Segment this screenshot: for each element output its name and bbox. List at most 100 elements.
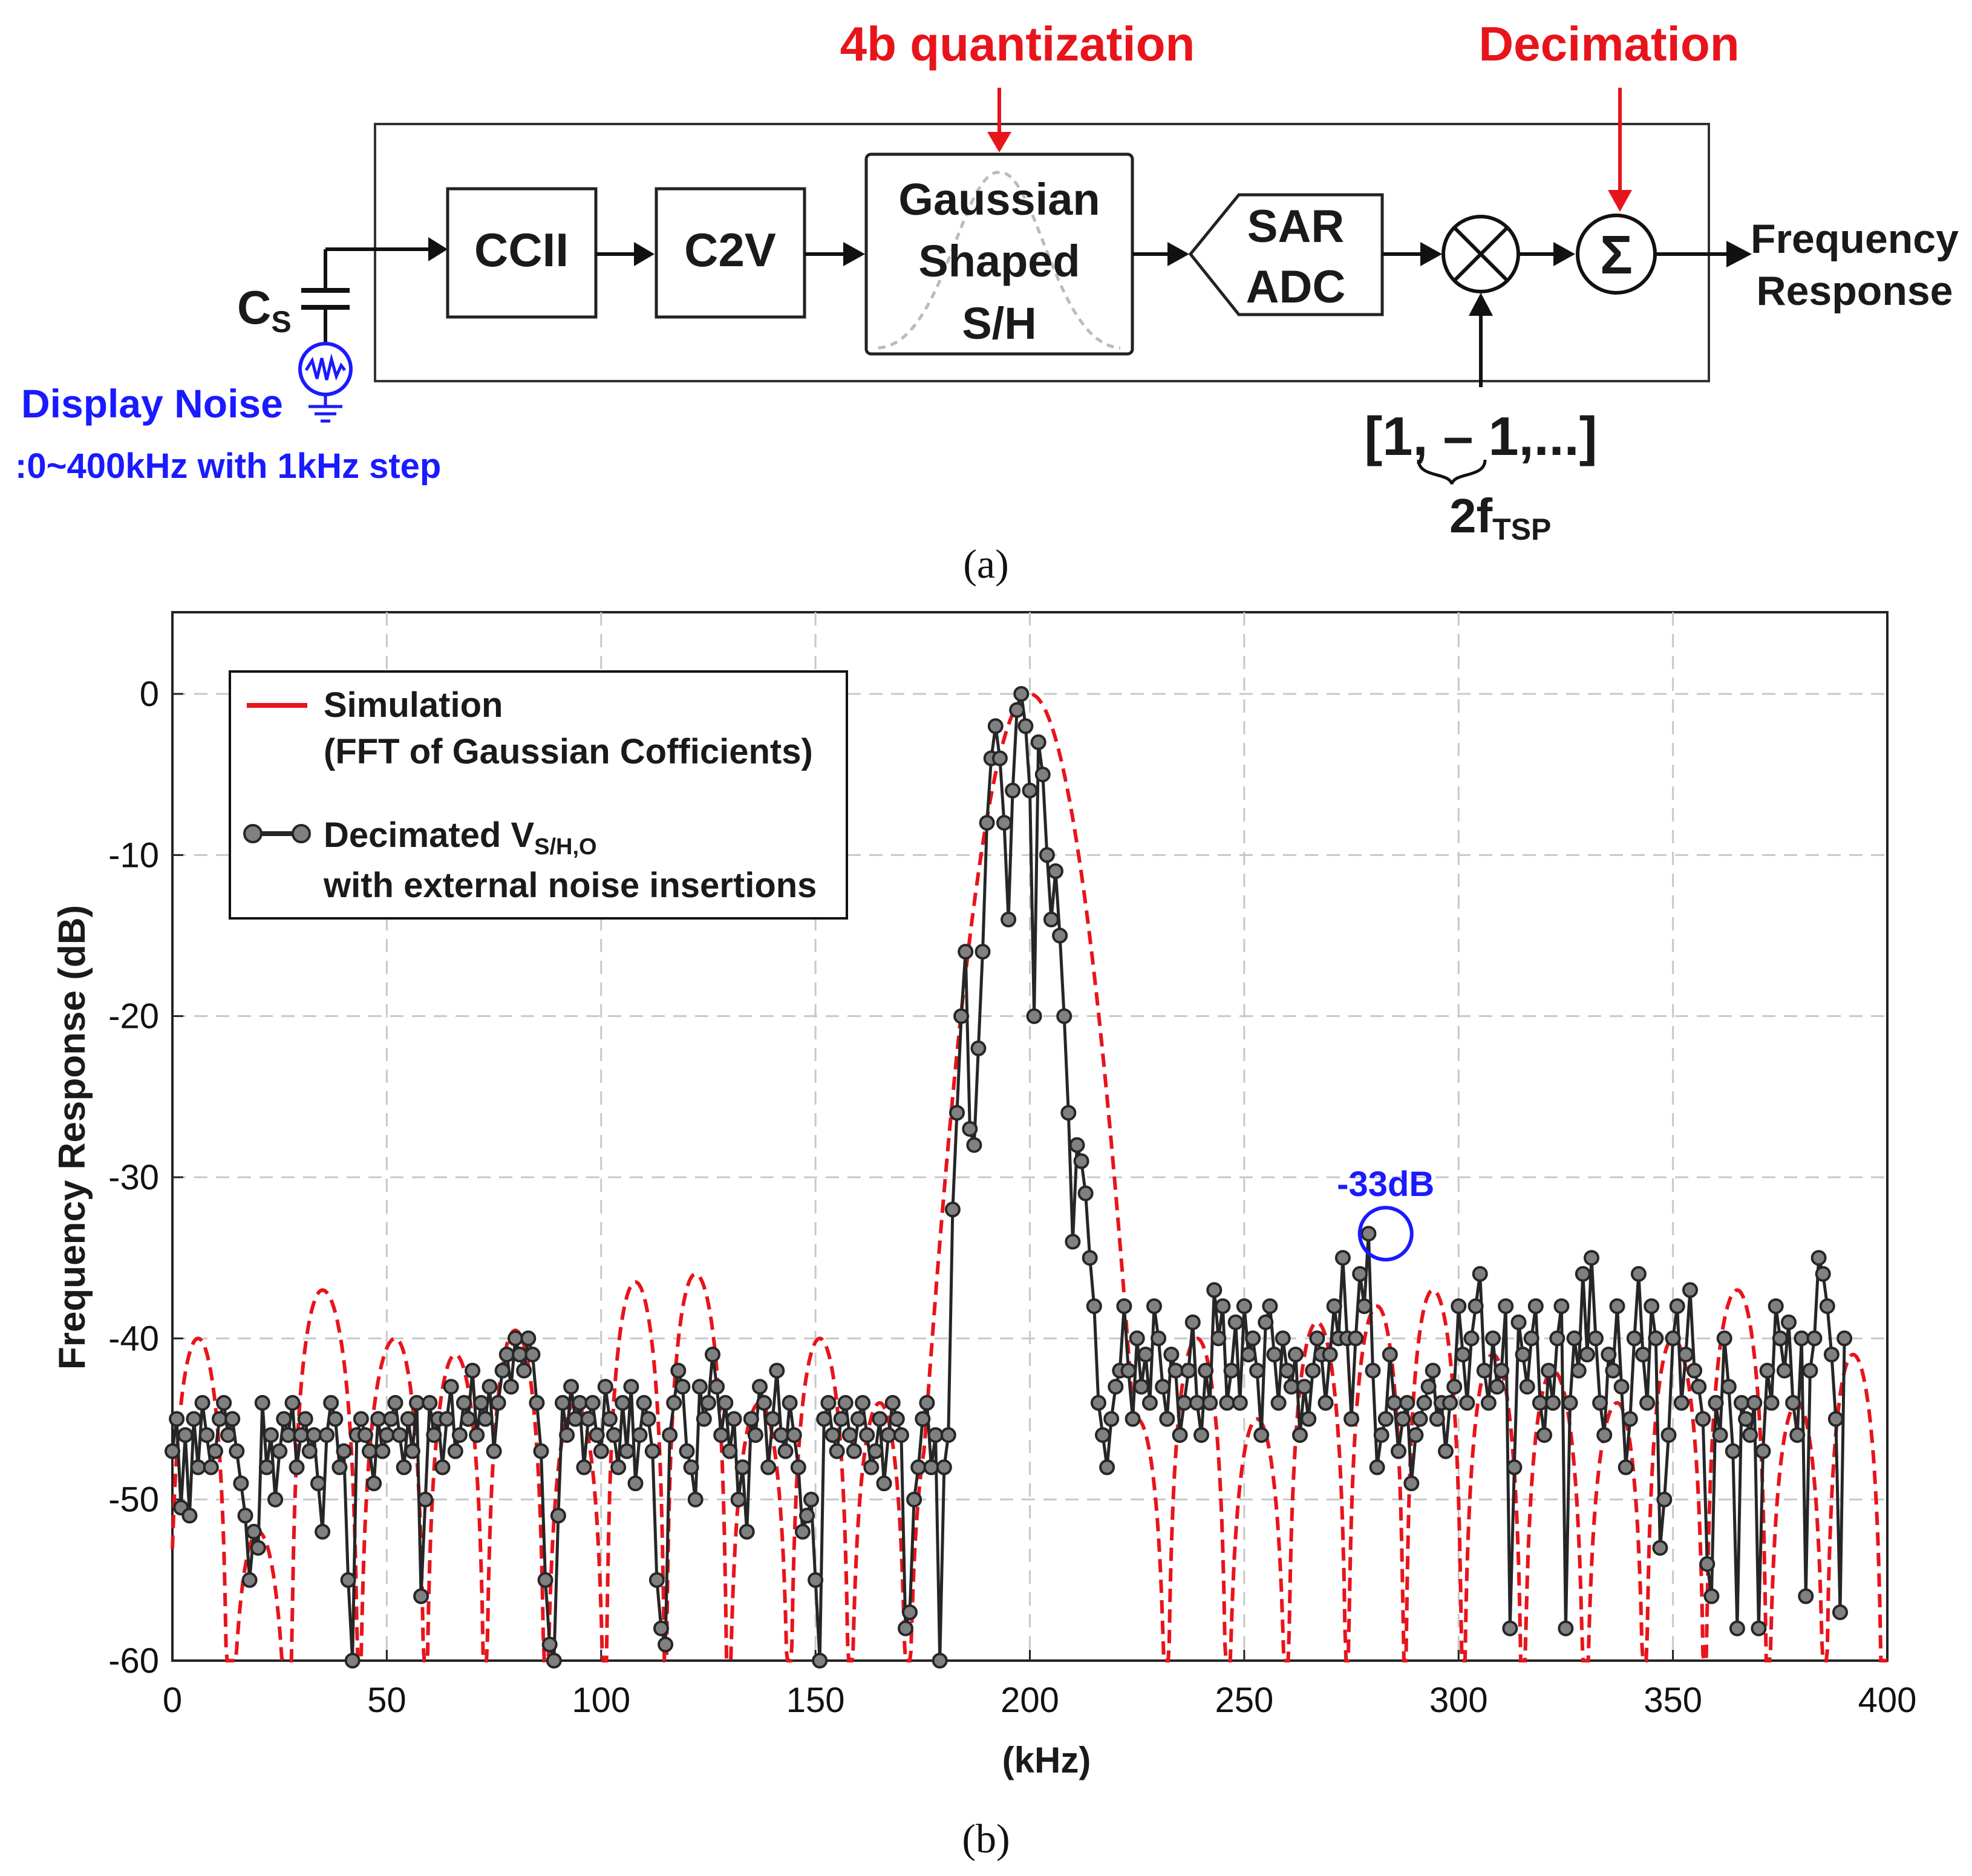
measured-point bbox=[396, 1459, 412, 1476]
x-tick-label: 250 bbox=[1215, 1681, 1273, 1720]
measured-point bbox=[473, 1394, 489, 1411]
measured-point bbox=[1334, 1250, 1351, 1266]
measured-point bbox=[1022, 782, 1038, 799]
measured-point bbox=[289, 1459, 305, 1476]
measured-point bbox=[353, 1411, 369, 1427]
mixer-freq-label: 2fTSP bbox=[1449, 489, 1551, 546]
measured-point bbox=[1133, 1379, 1149, 1395]
arrow-input bbox=[428, 237, 448, 261]
measured-point bbox=[1716, 1330, 1732, 1347]
cs-label: CS bbox=[237, 281, 292, 339]
mixer-sequence: [1, – 1,...] bbox=[1364, 407, 1597, 467]
measured-point bbox=[254, 1394, 270, 1411]
measured-point bbox=[790, 1459, 806, 1476]
measured-point bbox=[1622, 1411, 1638, 1427]
measured-point bbox=[1635, 1347, 1651, 1362]
measured-point bbox=[331, 1459, 348, 1476]
measured-point bbox=[705, 1347, 720, 1362]
measured-point bbox=[1198, 1362, 1214, 1379]
measured-point bbox=[216, 1394, 232, 1411]
measured-point bbox=[1241, 1347, 1256, 1362]
measured-point bbox=[1223, 1362, 1239, 1379]
measured-point bbox=[541, 1636, 558, 1653]
measured-point bbox=[1236, 1298, 1252, 1315]
measured-point bbox=[991, 750, 1008, 766]
measured-point bbox=[529, 1394, 545, 1411]
measured-point bbox=[1322, 1347, 1338, 1362]
measured-point bbox=[1034, 766, 1051, 783]
c2v-block bbox=[655, 187, 806, 319]
measured-point bbox=[1459, 1394, 1475, 1411]
measured-point bbox=[606, 1427, 622, 1443]
measured-point bbox=[1125, 1411, 1141, 1427]
decimation-arrow bbox=[1608, 190, 1632, 212]
measured-point bbox=[1746, 1394, 1763, 1411]
measured-point bbox=[1442, 1394, 1458, 1411]
measured-point bbox=[1549, 1330, 1566, 1347]
measured-point bbox=[597, 1379, 613, 1395]
measured-point bbox=[1837, 1330, 1853, 1347]
measured-point bbox=[1099, 1459, 1115, 1476]
measured-point bbox=[1159, 1411, 1175, 1427]
measured-point bbox=[1815, 1266, 1831, 1282]
measured-point bbox=[1210, 1330, 1227, 1347]
measured-point bbox=[884, 1394, 901, 1411]
measured-point bbox=[1494, 1362, 1510, 1379]
measured-point bbox=[186, 1411, 202, 1427]
legend-sim-label-2: (FFT of Gaussian Cofficients) bbox=[324, 732, 813, 771]
measured-point bbox=[1180, 1362, 1197, 1379]
measured-point bbox=[1802, 1362, 1818, 1379]
y-tick-label: -40 bbox=[108, 1319, 159, 1358]
x-tick-label: 300 bbox=[1429, 1681, 1488, 1720]
measured-point bbox=[713, 1427, 730, 1443]
measured-point bbox=[1141, 1394, 1158, 1411]
measured-point bbox=[379, 1427, 395, 1443]
measured-point bbox=[1167, 1362, 1184, 1379]
measured-point bbox=[786, 1427, 802, 1443]
measured-point bbox=[546, 1653, 562, 1668]
measured-point bbox=[503, 1379, 519, 1395]
measured-point bbox=[1827, 1411, 1844, 1427]
measured-point bbox=[906, 1491, 922, 1508]
measured-point bbox=[1184, 1314, 1201, 1330]
measured-point bbox=[683, 1459, 699, 1476]
measured-point bbox=[777, 1443, 794, 1459]
measured-point bbox=[962, 1121, 978, 1137]
measured-point bbox=[229, 1443, 245, 1459]
measured-point bbox=[820, 1394, 837, 1411]
measured-point bbox=[1172, 1427, 1188, 1443]
measured-point bbox=[915, 1411, 931, 1427]
measured-point bbox=[666, 1394, 682, 1411]
y-tick-label: -50 bbox=[108, 1480, 159, 1520]
measured-point bbox=[233, 1476, 249, 1491]
measured-point bbox=[413, 1588, 429, 1604]
measured-point bbox=[1510, 1314, 1527, 1330]
measured-point bbox=[258, 1459, 275, 1476]
measured-point bbox=[1056, 1008, 1073, 1024]
measured-point bbox=[1275, 1330, 1291, 1347]
measured-point bbox=[1090, 1394, 1106, 1411]
measured-point bbox=[1017, 718, 1034, 734]
measured-point bbox=[1691, 1379, 1707, 1395]
measured-point bbox=[537, 1572, 553, 1588]
measured-point bbox=[872, 1411, 888, 1427]
measured-point bbox=[1412, 1411, 1428, 1427]
measured-point bbox=[726, 1411, 742, 1427]
measured-point bbox=[636, 1394, 652, 1411]
measured-point bbox=[632, 1427, 648, 1443]
measured-point bbox=[627, 1476, 644, 1491]
measured-point bbox=[1772, 1330, 1788, 1347]
measured-point bbox=[1283, 1379, 1299, 1395]
measured-point bbox=[734, 1459, 751, 1476]
measured-point bbox=[1309, 1330, 1325, 1347]
measured-point bbox=[709, 1379, 725, 1395]
measured-point bbox=[1446, 1379, 1463, 1395]
x-tick-label: 200 bbox=[1001, 1681, 1059, 1720]
peak-annotation: -33dB bbox=[1337, 1165, 1434, 1262]
measured-point bbox=[1794, 1330, 1810, 1347]
measured-point bbox=[1579, 1347, 1595, 1362]
measured-point bbox=[1485, 1330, 1501, 1347]
measured-point bbox=[1001, 911, 1017, 927]
measured-point bbox=[867, 1443, 884, 1459]
measured-point bbox=[730, 1491, 746, 1508]
